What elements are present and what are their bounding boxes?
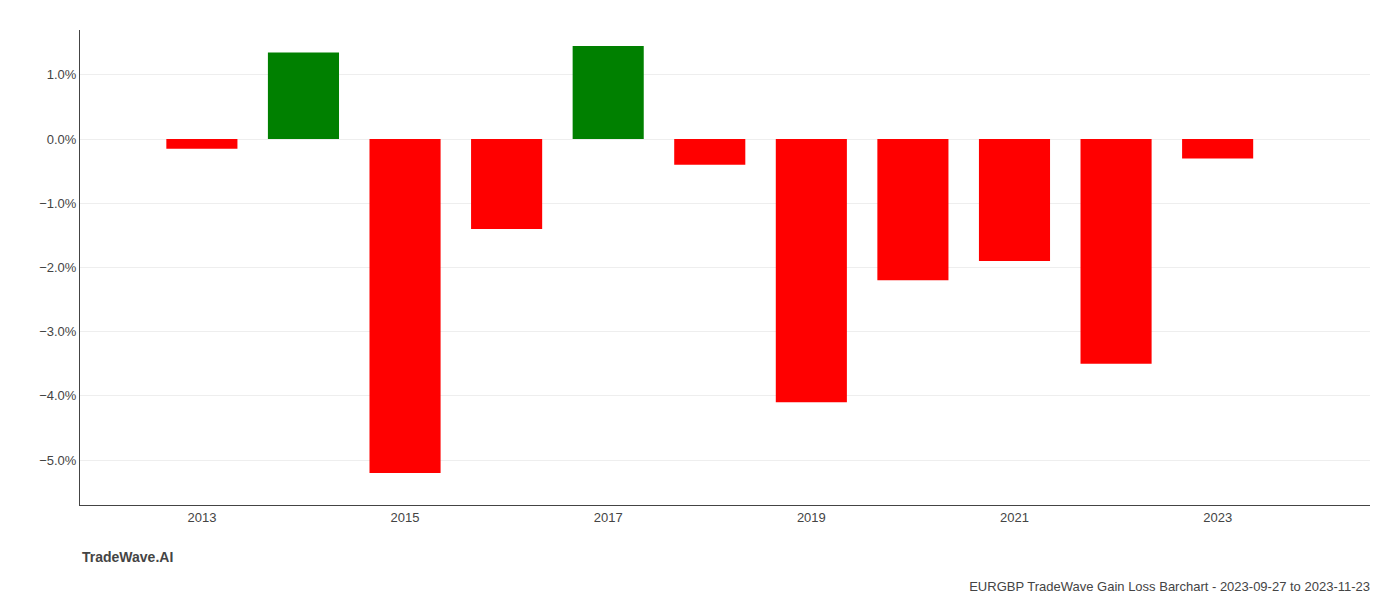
- svg-text:2021: 2021: [1000, 510, 1029, 525]
- svg-text:2023: 2023: [1203, 510, 1232, 525]
- svg-text:−1.0%: −1.0%: [39, 196, 77, 211]
- svg-text:2019: 2019: [797, 510, 826, 525]
- svg-text:EURGBP TradeWave Gain Loss Bar: EURGBP TradeWave Gain Loss Barchart - 20…: [969, 579, 1370, 594]
- svg-text:0.0%: 0.0%: [47, 132, 77, 147]
- svg-text:2017: 2017: [594, 510, 623, 525]
- svg-text:−5.0%: −5.0%: [39, 453, 77, 468]
- svg-text:2013: 2013: [187, 510, 216, 525]
- svg-text:−3.0%: −3.0%: [39, 324, 77, 339]
- svg-text:TradeWave.AI: TradeWave.AI: [82, 549, 173, 565]
- svg-text:−2.0%: −2.0%: [39, 260, 77, 275]
- svg-text:−4.0%: −4.0%: [39, 388, 77, 403]
- svg-text:1.0%: 1.0%: [47, 67, 77, 82]
- svg-text:2015: 2015: [391, 510, 420, 525]
